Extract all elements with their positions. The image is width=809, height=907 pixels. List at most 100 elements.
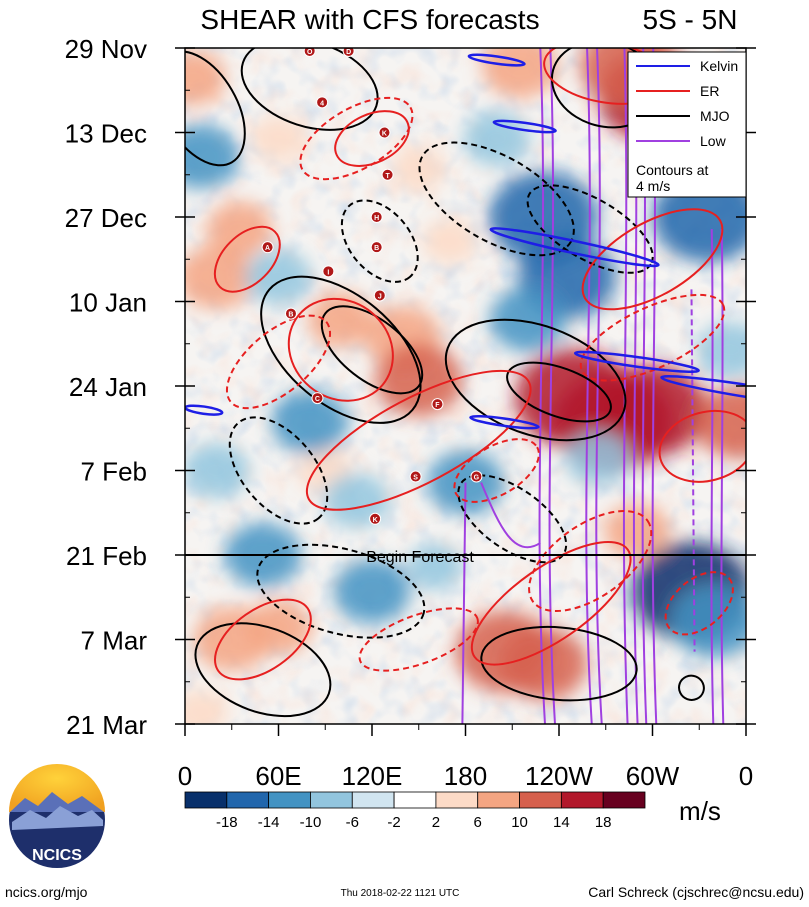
contour-group [256,543,426,639]
storm-marker: K [369,512,382,525]
y-tick-label: 21 Feb [66,541,147,571]
chart-region: 5S - 5N [643,4,738,35]
contour-group [358,607,479,672]
contour-group [444,318,627,442]
anomaly-blob [422,217,478,265]
storm-marker: J [373,289,386,302]
anomaly-blob [185,688,229,724]
storm-marker-label: S [413,475,418,482]
contour-group [214,598,312,681]
footer-author: Carl Schreck (cjschrec@ncsu.edu) [588,884,804,900]
x-tick-label: 60W [626,761,680,791]
storm-marker: D [342,48,355,58]
colorbar-swatch [184,791,228,809]
storm-marker: S [409,470,422,483]
colorbar-swatch [560,791,604,809]
x-axis: 0 60E 120E 180 120W 60W 0 [178,724,753,791]
x-tick-label: 120W [525,761,593,791]
mjo-contour [340,199,419,283]
storm-marker-circle [322,265,335,278]
mjo-contour [320,305,424,395]
er-contour [299,96,414,181]
colorbar-swatch [226,791,270,809]
kelvin-contour [489,227,660,268]
contour-group [660,374,746,410]
contour-group [528,510,653,613]
storm-marker-label: J [378,293,382,300]
low-contour-line [622,48,629,724]
storm-marker-label: F [435,402,440,409]
storm-marker-circle [431,398,444,411]
low-contour-line [461,482,467,724]
mjo-contour [444,318,627,442]
mjo-contour [260,275,422,424]
contour-group [467,53,526,67]
y-tick-label: 7 Feb [81,457,148,487]
colorbar-swatch [602,791,646,809]
storm-marker-label: A [265,245,270,252]
contour-group [678,674,705,701]
storm-marker-circle [373,289,386,302]
storm-marker-label: H [374,215,379,222]
legend-note-line1: Contours at [636,162,708,178]
anomaly-blob [245,249,312,305]
anomaly-blob [375,343,463,417]
er-contour [579,293,726,382]
storm-marker-circle [369,512,382,525]
contour-group [470,540,632,666]
contour-group [469,414,540,430]
low-contour-dashed [690,289,696,652]
contour-group [287,297,394,402]
colorbar-swatch [435,791,479,809]
storm-marker-circle [261,241,274,254]
anomaly-blob [271,390,349,455]
storm-marker-circle [303,48,316,58]
colorbar-label: -10 [300,814,322,831]
y-tick-label: 29 Nov [65,34,147,64]
contour-group [492,119,557,134]
kelvin-contour [467,53,526,67]
anomaly-blob [185,50,226,106]
mjo-contour [418,141,575,257]
anomaly-blob [499,627,588,701]
storm-marker-circle [370,241,383,254]
colorbar-units: m/s [679,796,721,826]
colorbar-swatch [519,791,562,809]
anomaly-blob [463,110,530,167]
colorbar-label: 10 [511,814,528,831]
anomaly-blob [489,287,567,352]
er-contour [658,409,746,483]
kelvin-contour [492,119,557,134]
er-contour [664,571,734,636]
contour-group [480,625,638,702]
legend-note-line2: 4 m/s [636,178,670,194]
storm-marker: B [370,241,383,254]
footer-timestamp: Thu 2018-02-22 1121 UTC [341,888,460,899]
storm-marker-label: T [385,173,390,180]
colorbar-label: -18 [216,814,238,831]
mjo-contour [480,625,638,702]
storm-marker-label: K [373,517,378,524]
y-tick-label: 13 Dec [65,119,147,149]
colorbar-label: 14 [553,814,570,831]
storm-marker: 4 [316,96,329,109]
contour-group [453,438,540,503]
x-tick-label: 0 [178,761,192,791]
contour-group [418,141,575,257]
legend: Kelvin ER MJO Low Contours at 4 m/s [627,51,747,198]
contour-group [658,409,746,483]
contour-group [581,208,724,311]
colorbar-swatch [310,791,353,809]
contour-group [305,369,532,511]
storm-marker-circle [381,168,394,181]
anomaly-blob [185,124,239,189]
x-tick-label: 120E [342,761,403,791]
anomaly-blob [206,201,273,257]
storm-marker-label: D [346,49,351,56]
storm-marker-circle [470,470,483,483]
low-contour-line [538,48,546,724]
colorbar-label: 2 [432,814,440,831]
anomaly-blob [185,245,255,310]
storm-marker-circle [378,126,391,139]
anomaly-blob [427,450,504,515]
